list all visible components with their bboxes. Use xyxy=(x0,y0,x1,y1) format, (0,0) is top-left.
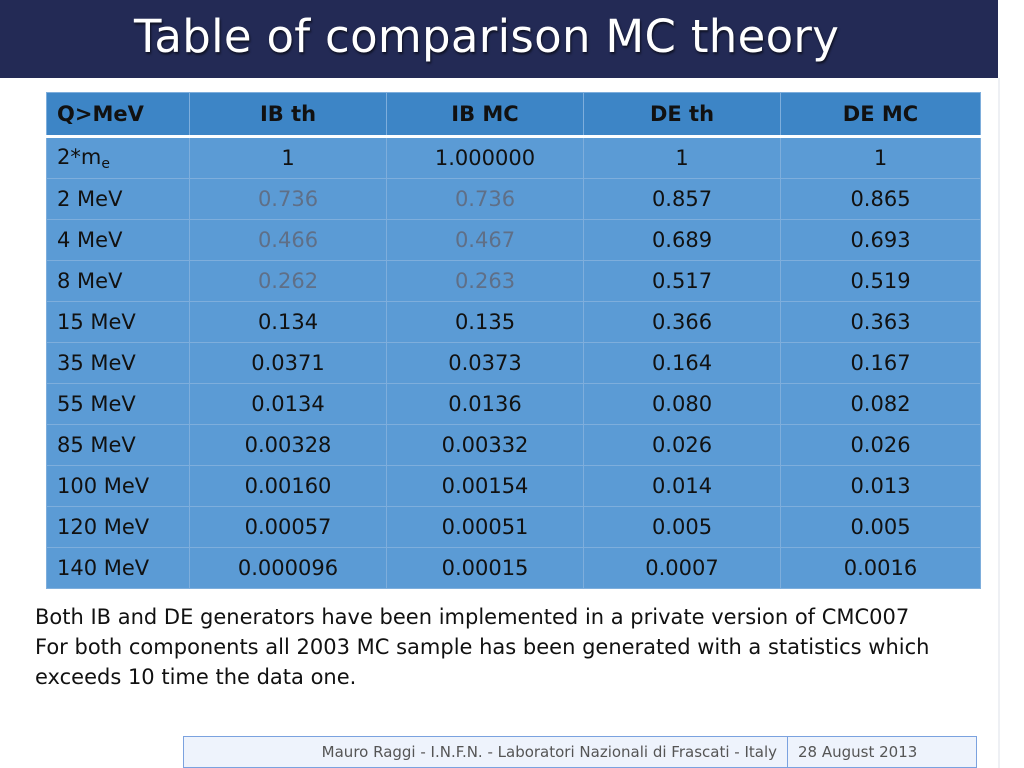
table-row: 35 MeV 0.0371 0.0373 0.164 0.167 xyxy=(46,342,981,384)
header-cell: DE th xyxy=(583,92,781,138)
table-row: 8 MeV 0.262 0.263 0.517 0.519 xyxy=(46,260,981,302)
footer-date: 28 August 2013 xyxy=(798,743,918,761)
row-label-subscript: e xyxy=(101,155,110,172)
table-cell: 0.865 xyxy=(780,178,981,220)
table-cell: 0.013 xyxy=(780,465,981,507)
row-label: 2 MeV xyxy=(46,178,190,220)
table-cell: 0.262 xyxy=(189,260,387,302)
table-cell: 0.689 xyxy=(583,219,781,261)
row-label: 55 MeV xyxy=(46,383,190,425)
table-cell: 0.00057 xyxy=(189,506,387,548)
table-row: 120 MeV 0.00057 0.00051 0.005 0.005 xyxy=(46,506,981,548)
table-cell: 0.0007 xyxy=(583,547,781,589)
table-cell: 0.00332 xyxy=(386,424,584,466)
table-cell: 0.263 xyxy=(386,260,584,302)
slide-title: Table of comparison MC theory xyxy=(134,10,840,63)
table-cell: 0.0373 xyxy=(386,342,584,384)
table-cell: 1.000000 xyxy=(386,136,584,179)
table-cell: 0.519 xyxy=(780,260,981,302)
row-label: 8 MeV xyxy=(46,260,190,302)
table-cell: 0.0136 xyxy=(386,383,584,425)
notes: Both IB and DE generators have been impl… xyxy=(35,602,985,692)
table-row: 2*me 1 1.000000 1 1 xyxy=(46,136,981,179)
table-cell: 1 xyxy=(583,136,781,179)
table-cell: 0.0371 xyxy=(189,342,387,384)
table-cell: 0.366 xyxy=(583,301,781,343)
footer-author: Mauro Raggi - I.N.F.N. - Laboratori Nazi… xyxy=(184,737,788,767)
row-label: 15 MeV xyxy=(46,301,190,343)
table-cell: 0.167 xyxy=(780,342,981,384)
row-label: 35 MeV xyxy=(46,342,190,384)
header-cell: IB th xyxy=(189,92,387,138)
table-cell: 0.00051 xyxy=(386,506,584,548)
table-cell: 0.00160 xyxy=(189,465,387,507)
table-header-row: Q>MeV IB th IB MC DE th DE MC xyxy=(46,92,981,138)
table-cell: 0.134 xyxy=(189,301,387,343)
table-cell: 0.517 xyxy=(583,260,781,302)
table-row: 4 MeV 0.466 0.467 0.689 0.693 xyxy=(46,219,981,261)
table-cell: 0.026 xyxy=(583,424,781,466)
table-cell: 0.135 xyxy=(386,301,584,343)
table-cell: 0.467 xyxy=(386,219,584,261)
table-cell: 0.014 xyxy=(583,465,781,507)
table-cell: 0.005 xyxy=(780,506,981,548)
table-cell: 0.0016 xyxy=(780,547,981,589)
footer: Mauro Raggi - I.N.F.N. - Laboratori Nazi… xyxy=(183,736,977,768)
row-label-base: 2*m xyxy=(57,144,102,169)
row-label: 100 MeV xyxy=(46,465,190,507)
table-row: 55 MeV 0.0134 0.0136 0.080 0.082 xyxy=(46,383,981,425)
table-cell: 0.00328 xyxy=(189,424,387,466)
table-cell: 0.000096 xyxy=(189,547,387,589)
table-cell: 0.00154 xyxy=(386,465,584,507)
table-cell: 1 xyxy=(780,136,981,179)
row-label: 4 MeV xyxy=(46,219,190,261)
header-cell: IB MC xyxy=(386,92,584,138)
table-cell: 0.857 xyxy=(583,178,781,220)
note-paragraph: For both components all 2003 MC sample h… xyxy=(35,635,930,689)
table-cell: 0.0134 xyxy=(189,383,387,425)
header-cell: DE MC xyxy=(780,92,981,138)
table-cell: 0.026 xyxy=(780,424,981,466)
comparison-table: Q>MeV IB th IB MC DE th DE MC 2*me 1 1.0… xyxy=(46,92,981,589)
table-row: 100 MeV 0.00160 0.00154 0.014 0.013 xyxy=(46,465,981,507)
row-label: 2*me xyxy=(46,136,190,179)
table-cell: 0.005 xyxy=(583,506,781,548)
table-cell: 0.080 xyxy=(583,383,781,425)
right-divider xyxy=(998,78,1000,768)
header-cell: Q>MeV xyxy=(46,92,190,138)
title-bar: Table of comparison MC theory xyxy=(0,0,998,78)
row-label: 85 MeV xyxy=(46,424,190,466)
table-row: 15 MeV 0.134 0.135 0.366 0.363 xyxy=(46,301,981,343)
table-cell: 0.693 xyxy=(780,219,981,261)
row-label: 120 MeV xyxy=(46,506,190,548)
row-label: 140 MeV xyxy=(46,547,190,589)
table-cell: 0.00015 xyxy=(386,547,584,589)
table-cell: 0.363 xyxy=(780,301,981,343)
table-cell: 1 xyxy=(189,136,387,179)
note-paragraph: Both IB and DE generators have been impl… xyxy=(35,605,910,629)
table-cell: 0.164 xyxy=(583,342,781,384)
table-cell: 0.082 xyxy=(780,383,981,425)
table-row: 85 MeV 0.00328 0.00332 0.026 0.026 xyxy=(46,424,981,466)
table-row: 2 MeV 0.736 0.736 0.857 0.865 xyxy=(46,178,981,220)
table-cell: 0.736 xyxy=(189,178,387,220)
table-row: 140 MeV 0.000096 0.00015 0.0007 0.0016 xyxy=(46,547,981,589)
table-cell: 0.736 xyxy=(386,178,584,220)
table-cell: 0.466 xyxy=(189,219,387,261)
